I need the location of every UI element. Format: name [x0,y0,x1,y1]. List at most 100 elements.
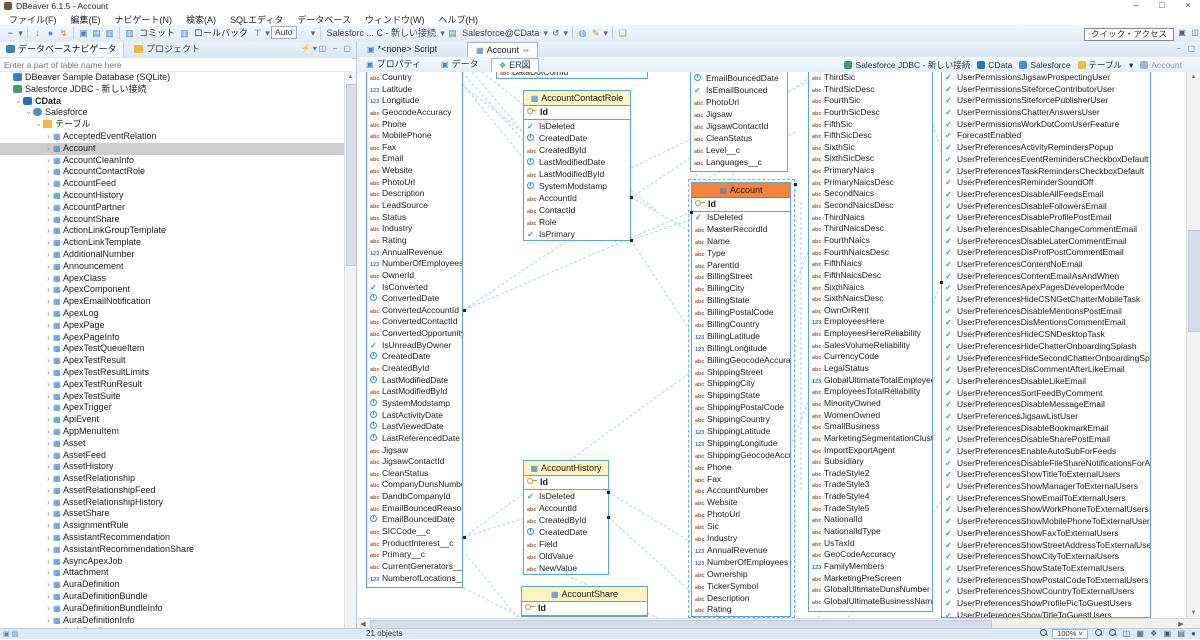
navigator-toolbar-icons[interactable]: ⚡▾◫ − ▢ [300,44,353,53]
expand-arrow-icon[interactable]: › [47,356,50,366]
expand-arrow-icon[interactable]: › [47,391,50,401]
expand-arrow-icon[interactable]: › [47,332,50,342]
expand-arrow-icon[interactable]: › [47,190,50,200]
dropdown-arrow-icon[interactable]: ▾ [18,28,23,38]
rollback-button[interactable]: ロールバック [194,28,249,38]
expand-arrow-icon[interactable]: › [47,415,50,425]
tree-item-table-Asset[interactable]: › ▦ Asset [0,438,344,450]
save-image-icon[interactable]: ▣ [1163,629,1172,638]
tree-item-table-AccountPartner[interactable]: › ▦ AccountPartner [0,202,344,214]
tree-item-table-Attachment[interactable]: › ▦ Attachment [0,567,344,579]
expand-arrow-icon[interactable]: › [47,521,50,531]
tree-item-table-ApexPage[interactable]: › ▦ ApexPage [0,320,344,332]
commit-button[interactable]: コミット [139,28,176,38]
expand-arrow-icon[interactable]: › [47,155,50,165]
breadcrumb-item-1[interactable]: CData [977,60,1012,70]
expand-arrow-icon[interactable]: › [47,379,50,389]
web-icon[interactable]: ◍ [578,28,587,38]
tree-scrollbar-thumb[interactable] [346,84,357,266]
sql-recent-icon[interactable]: ▥ [105,28,114,38]
menu-item-5[interactable]: データベース [297,15,351,25]
tree-item-table-ApiEvent[interactable]: › ▦ ApiEvent [0,414,344,426]
expand-arrow-icon[interactable]: › [47,568,50,578]
expand-arrow-icon[interactable]: › [47,485,50,495]
tree-item-table-ApexTrigger[interactable]: › ▦ ApexTrigger [0,402,344,414]
entity-account-clean-info-partial[interactable]: abc ThirdSic abc ThirdSicDesc abc FourthSic ab… [808,72,933,612]
expand-arrow-icon[interactable]: › [47,320,50,330]
edit-icon[interactable]: ✎ [591,28,600,38]
dropdown-arrow-icon[interactable]: ▾ [265,28,270,38]
quick-access-box[interactable]: クイック・アクセス [1084,28,1174,41]
dropdown-arrow-icon[interactable]: ▾ [310,28,316,38]
tree-item-table-AuraDefinitionInfo[interactable]: › ▦ AuraDefinitionInfo [0,615,344,627]
database-icon[interactable]: ▤ [448,28,457,38]
tree-item-table-AccountFeed[interactable]: › ▦ AccountFeed [0,178,344,190]
expand-arrow-icon[interactable]: › [24,111,34,115]
sync-icon[interactable]: ↺ [551,28,560,38]
txn-active-icon[interactable]: ● [47,28,54,38]
zoom-in-icon[interactable] [1095,629,1103,636]
breadcrumb-item-3[interactable]: テーブル [1077,60,1122,70]
tree-item-table-AssetHistory[interactable]: › ▦ AssetHistory [0,461,344,473]
expand-arrow-icon[interactable]: › [47,533,50,543]
dropdown-arrow-icon[interactable]: ▾ [603,28,608,38]
tree-item-table-AssetRelationship[interactable]: › ▦ AssetRelationship [0,473,344,485]
tree-item-table-AccountContactRole[interactable]: › ▦ AccountContactRole [0,166,344,178]
expand-arrow-icon[interactable]: › [47,308,50,318]
sql-new-icon[interactable]: ▤ [92,28,101,38]
subtab-プロパティ[interactable]: ▣ プロパティ [359,58,428,71]
expand-arrow-icon[interactable]: › [47,131,50,141]
expand-arrow-icon[interactable]: › [47,167,50,177]
entity-header[interactable]: ▦ AccountShare [522,587,647,602]
tree-item-table-AssetRelationshipHistory[interactable]: › ▦ AssetRelationshipHistory [0,497,344,509]
tree-scrollbar[interactable]: ▲ [344,72,357,628]
entity-account-share[interactable]: ▦ AccountShare Id [521,586,648,617]
entity-header[interactable]: ▦ AccountContactRole [524,91,630,106]
chat-icon[interactable]: ❑ [618,28,627,38]
menu-item-1[interactable]: 編集(E) [70,15,101,25]
expand-arrow-icon[interactable]: › [47,462,50,472]
expand-arrow-icon[interactable]: › [47,285,50,295]
expand-arrow-icon[interactable]: › [47,214,50,224]
subtab-データ[interactable]: ▣ データ [434,58,486,71]
close-tab-icon[interactable]: ▪▪ [523,46,529,55]
tree-item-table-AssistantRecommendationShare[interactable]: › ▦ AssistantRecommendationShare [0,544,344,556]
breadcrumb-dropdown-icon[interactable]: ▾ [1129,60,1134,70]
rollback-icon[interactable]: ▥ [180,28,189,38]
entity-account-contact-role[interactable]: ▦ AccountContactRole Id ✓ IsDeleted CreatedDa… [523,90,631,241]
tree-item-table-AssistantRecommendation[interactable]: › ▦ AssistantRecommendation [0,532,344,544]
subtab-ER図[interactable]: ❖ ER図 [491,58,539,73]
tree-item-CData[interactable]: › CData [0,96,344,108]
tree-item-table-AcceptedEventRelation[interactable]: › ▦ AcceptedEventRelation [0,131,344,143]
menu-item-6[interactable]: ウィンドウ(W) [364,15,425,25]
entity-account-history[interactable]: ▦ AccountHistory Id ✓ IsDeleted abc AccountId a… [523,460,609,575]
expand-arrow-icon[interactable]: › [47,438,50,448]
tree-item-Salesforce JDBC - 新しい接続[interactable]: Salesforce JDBC - 新しい接続 [0,84,344,96]
expand-arrow-icon[interactable]: › [47,179,50,189]
tree-item-table-AdditionalNumber[interactable]: › ▦ AdditionalNumber [0,249,344,261]
expand-arrow-icon[interactable]: › [47,474,50,484]
er-diagram-canvas[interactable]: abc Country 123 Latitude 123 Longitude abc Geoc… [358,72,1186,618]
menu-item-0[interactable]: ファイル(F) [9,15,57,25]
tab-database-navigator[interactable]: データベースナビゲータ [0,42,124,57]
expand-arrow-icon[interactable]: › [47,497,50,507]
expand-arrow-icon[interactable]: › [47,509,50,519]
open-perspective-icon[interactable]: ◫ [1191,28,1199,37]
tree-item-table-AssetFeed[interactable]: › ▦ AssetFeed [0,450,344,462]
dropdown-arrow-icon[interactable]: ▾ [543,28,548,38]
menu-item-2[interactable]: ナビゲート(N) [114,15,173,25]
expand-arrow-icon[interactable]: › [47,367,50,377]
breadcrumb-item-2[interactable]: Salesforce [1019,60,1071,70]
tree-item-table-Account[interactable]: › ▦ Account [0,142,344,155]
tree-item-table-AuthConfig[interactable]: ›▦AuthConfig [0,626,344,628]
fit-page-icon[interactable]: ◫ [1122,629,1131,638]
connection-combo[interactable]: Salesforc ... C - 新しい接続 [326,28,437,38]
tab-projects[interactable]: プロジェクト [128,42,206,57]
tree-item-table-ApexTestResult[interactable]: › ▦ ApexTestResult [0,355,344,367]
tree-item-table-ApexComponent[interactable]: › ▦ ApexComponent [0,284,344,296]
zoom-select-icon[interactable] [1039,629,1047,636]
tree-item-テーブル[interactable]: › テーブル [0,119,344,131]
tree-item-table-ApexTestSuite[interactable]: › ▦ ApexTestSuite [0,391,344,403]
txn-mode-icon[interactable]: ↕ [35,28,40,38]
tree-item-table-ApexTestRunResult[interactable]: › ▦ ApexTestRunResult [0,379,344,391]
